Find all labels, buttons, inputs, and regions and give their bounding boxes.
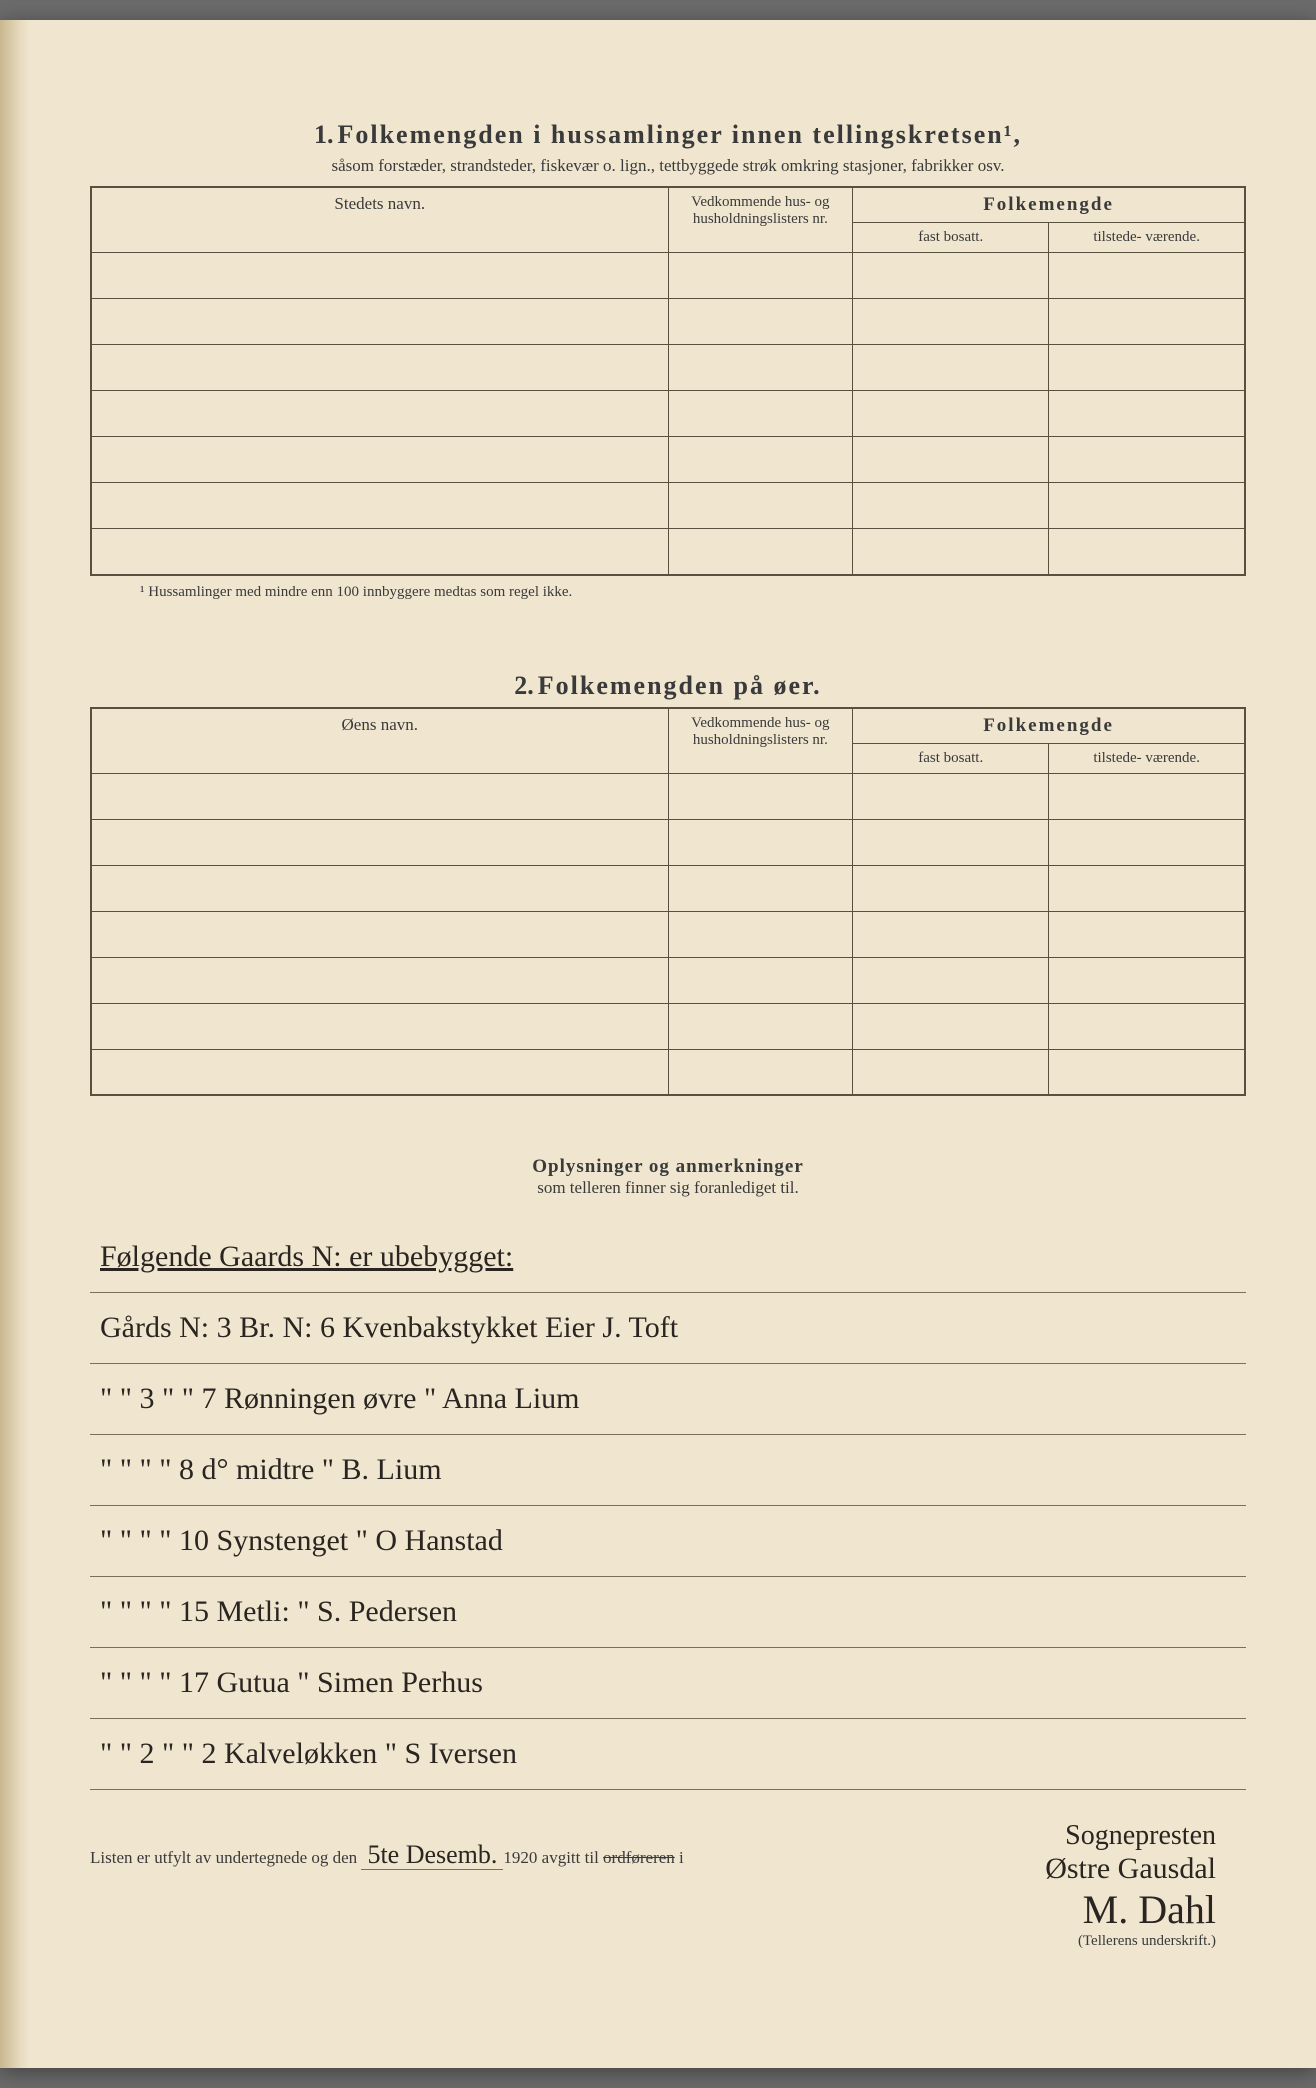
section1-footnote: ¹ Hussamlinger med mindre enn 100 innbyg…	[140, 584, 1246, 601]
col-folkemengde2: Folkemengde	[853, 708, 1245, 744]
table-row	[91, 1049, 1245, 1095]
col-fast: fast bosatt.	[853, 223, 1049, 253]
hw-line: " " 2 " " 2 Kalveløkken " S Iversen	[90, 1719, 1246, 1790]
table-hussamlinger: Stedets navn. Vedkommende hus- og hushol…	[90, 186, 1246, 576]
signature-block: Sognepresten Østre Gausdal M. Dahl (Tell…	[1045, 1820, 1216, 1950]
col-oens-navn: Øens navn.	[91, 708, 668, 774]
notes-subtitle: som telleren finner sig foranlediget til…	[90, 1178, 1246, 1198]
hw-line: " " " " 15 Metli: " S. Pedersen	[90, 1577, 1246, 1648]
col-lists-nr2: Vedkommende hus- og husholdningslisters …	[668, 708, 853, 774]
col-tilstede2: tilstede- værende.	[1049, 743, 1245, 773]
section1-subtitle: såsom forstæder, strandsteder, fiskevær …	[90, 156, 1246, 176]
table-row	[91, 911, 1245, 957]
footer-mid: avgitt til	[542, 1848, 599, 1867]
table-row	[91, 391, 1245, 437]
table-row	[91, 957, 1245, 1003]
table-row	[91, 253, 1245, 299]
table-row	[91, 819, 1245, 865]
hw-line: " " 3 " " 7 Rønningen øvre " Anna Lium	[90, 1364, 1246, 1435]
table-row	[91, 437, 1245, 483]
signature-label: (Tellerens underskrift.)	[1045, 1933, 1216, 1950]
col-lists-nr: Vedkommende hus- og husholdningslisters …	[668, 187, 853, 253]
table-oer: Øens navn. Vedkommende hus- og husholdni…	[90, 707, 1246, 1097]
col-folkemengde: Folkemengde	[853, 187, 1245, 223]
section2-title: Folkemengden på øer.	[538, 671, 822, 700]
table-row	[91, 299, 1245, 345]
footer-year: 1920	[503, 1848, 537, 1867]
footer: Listen er utfylt av undertegnede og den …	[90, 1840, 1246, 1870]
hw-line: Følgende Gaards N: er ubebygget:	[90, 1222, 1246, 1293]
footer-date: 5te Desemb.	[361, 1840, 503, 1870]
col-stedets-navn: Stedets navn.	[91, 187, 668, 253]
section1-heading: 1. Folkemengden i hussamlinger innen tel…	[90, 120, 1246, 150]
section1-title: Folkemengden i hussamlinger innen tellin…	[337, 120, 1022, 149]
footer-strike: ordføreren	[603, 1848, 675, 1867]
table-row	[91, 1003, 1245, 1049]
table1-body	[91, 253, 1245, 575]
handwritten-notes: Følgende Gaards N: er ubebygget: Gårds N…	[90, 1222, 1246, 1790]
table-row	[91, 773, 1245, 819]
table-row	[91, 345, 1245, 391]
col-tilstede: tilstede- værende.	[1049, 223, 1245, 253]
table-row	[91, 529, 1245, 575]
col-fast2: fast bosatt.	[853, 743, 1049, 773]
hw-line: " " " " 8 d° midtre " B. Lium	[90, 1435, 1246, 1506]
signature: M. Dahl	[1045, 1886, 1216, 1933]
notes-title: Oplysninger og anmerkninger	[90, 1156, 1246, 1178]
footer-above: Sognepresten	[1045, 1820, 1216, 1852]
table-row	[91, 865, 1245, 911]
footer-i: i	[679, 1848, 684, 1867]
notes-section: Oplysninger og anmerkninger som telleren…	[90, 1156, 1246, 1790]
section2-num: 2.	[514, 671, 534, 700]
footer-prefix: Listen er utfylt av undertegnede og den	[90, 1848, 357, 1867]
footer-place: Østre Gausdal	[1045, 1852, 1216, 1886]
census-form-page: 1. Folkemengden i hussamlinger innen tel…	[0, 20, 1316, 2068]
table-row	[91, 483, 1245, 529]
section1-num: 1.	[314, 120, 334, 149]
section2-heading: 2. Folkemengden på øer.	[90, 671, 1246, 701]
hw-line: " " " " 17 Gutua " Simen Perhus	[90, 1648, 1246, 1719]
hw-line: " " " " 10 Synstenget " O Hanstad	[90, 1506, 1246, 1577]
hw-line: Gårds N: 3 Br. N: 6 Kvenbakstykket Eier …	[90, 1293, 1246, 1364]
table2-body	[91, 773, 1245, 1095]
hw-text: Følgende Gaards N: er ubebygget:	[100, 1240, 513, 1273]
